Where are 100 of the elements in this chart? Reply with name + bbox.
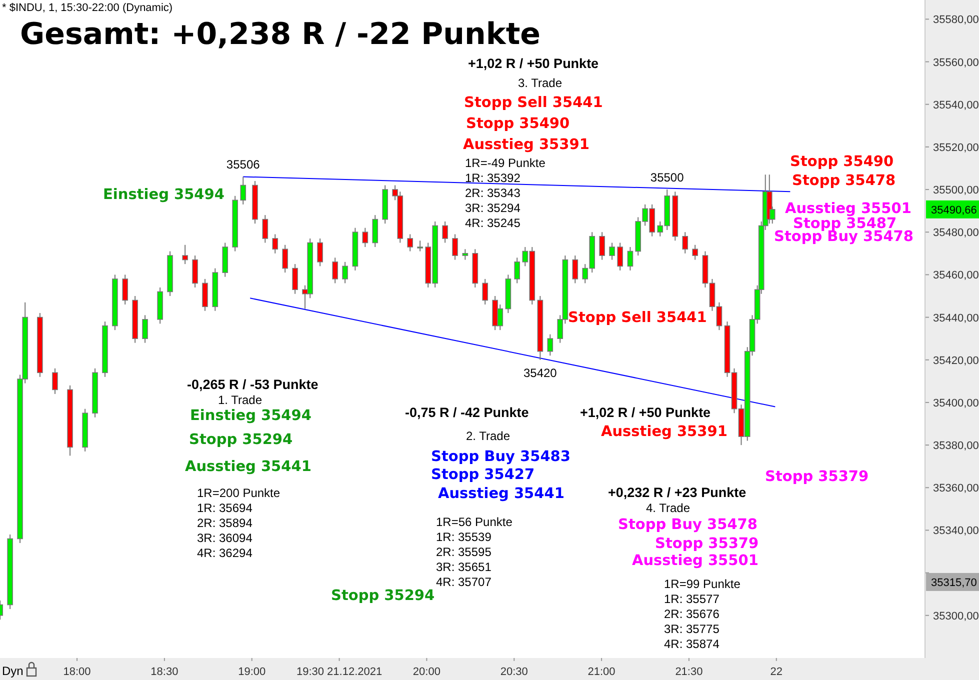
x-tick-label: 20:00 [412, 666, 440, 678]
candlestick [372, 214, 378, 248]
x-tick-label: 20:30 [500, 666, 528, 678]
y-tick-label: 35540,00 [933, 99, 979, 112]
candlestick [122, 274, 128, 306]
annotation: Stopp 35490 [790, 154, 894, 170]
y-tick-label: 35420,00 [933, 354, 979, 367]
annotation: Ausstieg 35501 [785, 201, 912, 217]
annotation: 2R: 35676 [664, 607, 720, 621]
candlestick [452, 234, 458, 260]
annotation: 2R: 35343 [465, 186, 521, 200]
annotation: 4. Trade [646, 501, 690, 515]
annotation: Stopp 35427 [431, 467, 535, 483]
annotation: Ausstieg 35441 [438, 486, 564, 502]
annotation: Einstieg 35494 [103, 187, 224, 203]
annotation: -0,75 R / -42 Punkte [405, 405, 530, 420]
y-tick-label: 35440,00 [933, 312, 979, 324]
y-tick-label: 35460,00 [933, 270, 979, 282]
x-tick-label: 19:00 [238, 666, 266, 678]
candlestick [142, 314, 148, 344]
y-tick-label: 35520,00 [933, 142, 979, 154]
annotation: 1R: 35694 [197, 501, 253, 515]
text: 35490,66 [931, 204, 977, 216]
candlestick [417, 240, 423, 252]
annotation: Stopp Sell 35441 [464, 95, 603, 111]
candlestick [482, 278, 488, 306]
candlestick [547, 334, 554, 356]
y-tick-label: 35300,00 [933, 610, 979, 622]
annotation: Stopp 35294 [189, 432, 293, 448]
y-tick-label: 35340,00 [933, 525, 979, 538]
candlestick [692, 244, 698, 260]
candlestick [52, 368, 58, 394]
candlestick [317, 238, 323, 267]
candlestick [514, 257, 520, 284]
annotation: Stopp Sell 35441 [568, 310, 707, 326]
x-tick-label: 21:00 [588, 666, 616, 678]
annotation: 4R: 36294 [197, 546, 253, 560]
y-tick-label: 35560,00 [933, 56, 979, 69]
chart-subtitle: * $INDU, 1, 15:30-22:00 (Dynamic) [2, 2, 173, 14]
y-tick-label: 35400,00 [933, 397, 979, 410]
annotation: 35420 [523, 366, 558, 380]
candlestick [442, 220, 448, 244]
annotation: 3R: 35775 [664, 622, 720, 636]
candlestick [332, 257, 338, 284]
annotation: Stopp Buy 35483 [431, 449, 570, 465]
annotation: 3. Trade [518, 76, 562, 90]
candlestick [192, 255, 198, 288]
candlestick [599, 232, 605, 260]
candlestick [682, 232, 688, 254]
annotation: 4R: 35707 [436, 575, 492, 589]
candlestick [362, 227, 368, 248]
x-tick-label: 18:30 [150, 666, 178, 678]
annotation: 1R: 35577 [664, 592, 720, 606]
annotation: 1R=99 Punkte [664, 577, 741, 591]
text: Gesamt: +0,238 R / -22 Punkte [20, 17, 541, 52]
annotation: 1R=-49 Punkte [465, 156, 546, 170]
candlestick [627, 246, 634, 271]
annotation: 2R: 35595 [436, 545, 492, 559]
candlestick [407, 234, 413, 252]
annotation: Ausstieg 35391 [601, 424, 728, 440]
annotation: Ausstieg 35501 [632, 553, 758, 569]
annotation: Stopp 35294 [331, 588, 435, 604]
annotation: Stopp 35490 [466, 116, 570, 132]
annotation: 1R=200 Punkte [197, 486, 280, 500]
y-tick-label: 35380,00 [933, 440, 979, 452]
candlestick [617, 242, 623, 271]
y-tick-label: 35580,00 [933, 14, 979, 26]
x-tick-label: 18:00 [63, 666, 91, 678]
candlestick [292, 264, 298, 294]
text: Dyn [2, 664, 24, 678]
x-tick-label: 21:30 [675, 666, 703, 678]
annotation: 2. Trade [466, 429, 510, 443]
candlestick [182, 244, 188, 265]
annotation: Stopp 35379 [765, 469, 869, 485]
annotation: +1,02 R / +50 Punkte [468, 56, 600, 71]
annotation: 4R: 35874 [664, 637, 720, 651]
annotation: 3R: 35651 [436, 560, 492, 574]
candlestick [282, 244, 288, 274]
candlestick [462, 248, 468, 260]
annotation: 4R: 35245 [465, 216, 521, 230]
annotation: Ausstieg 35391 [463, 137, 590, 153]
y-tick-label: 35360,00 [933, 482, 979, 495]
annotation: +0,232 R / +23 Punkte [608, 485, 747, 500]
annotation: 35506 [226, 158, 260, 172]
annotation: Stopp 35478 [792, 173, 896, 189]
candlestick [240, 176, 246, 205]
x-tick-label: 22 [770, 666, 783, 678]
x-tick-label: 19:30 21.12.2021 [296, 666, 382, 678]
annotation: -0,265 R / -53 Punkte [187, 377, 319, 392]
annotation: Ausstieg 35441 [185, 459, 312, 475]
annotation: 1. Trade [218, 393, 262, 407]
y-tick-label: 35500,00 [933, 184, 979, 197]
candlestick [272, 234, 278, 254]
annotation: 3R: 35294 [465, 201, 521, 215]
text: 35315,70 [931, 576, 977, 589]
annotation: 2R: 35894 [197, 516, 253, 530]
annotation: +1,02 R / +50 Punkte [580, 405, 712, 420]
candlestick [202, 278, 208, 312]
annotation: 1R: 35539 [436, 530, 492, 544]
y-tick-label: 35480,00 [933, 227, 979, 240]
